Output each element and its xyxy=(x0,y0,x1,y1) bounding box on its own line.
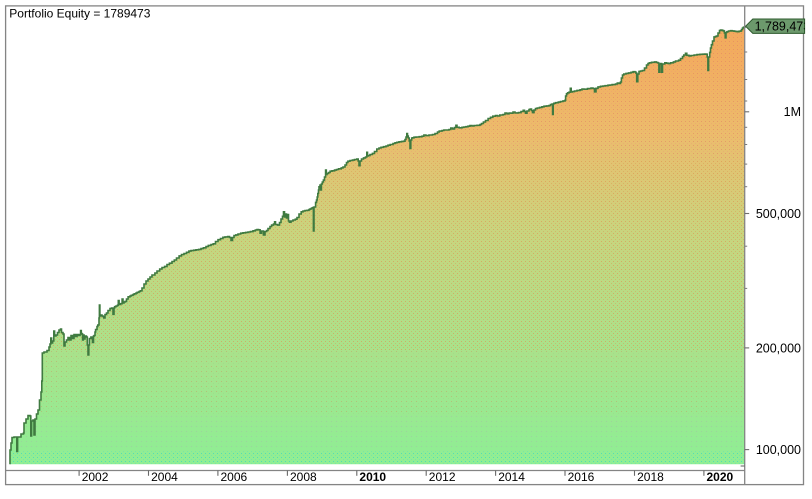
svg-text:2002: 2002 xyxy=(82,470,109,484)
svg-text:2006: 2006 xyxy=(221,470,248,484)
svg-text:2012: 2012 xyxy=(429,470,456,484)
svg-text:500,000: 500,000 xyxy=(756,207,801,221)
svg-text:2010: 2010 xyxy=(359,470,386,484)
svg-text:100,000: 100,000 xyxy=(756,443,801,457)
svg-text:1,789,473: 1,789,473 xyxy=(755,20,811,34)
svg-text:2008: 2008 xyxy=(290,470,317,484)
svg-text:2020: 2020 xyxy=(707,470,734,484)
svg-text:1M: 1M xyxy=(784,105,801,119)
svg-text:Portfolio Equity = 1789473: Portfolio Equity = 1789473 xyxy=(9,7,150,21)
svg-text:2004: 2004 xyxy=(151,470,178,484)
svg-text:2018: 2018 xyxy=(637,470,664,484)
svg-text:2016: 2016 xyxy=(568,470,595,484)
svg-text:200,000: 200,000 xyxy=(756,341,801,355)
svg-text:2014: 2014 xyxy=(498,470,525,484)
